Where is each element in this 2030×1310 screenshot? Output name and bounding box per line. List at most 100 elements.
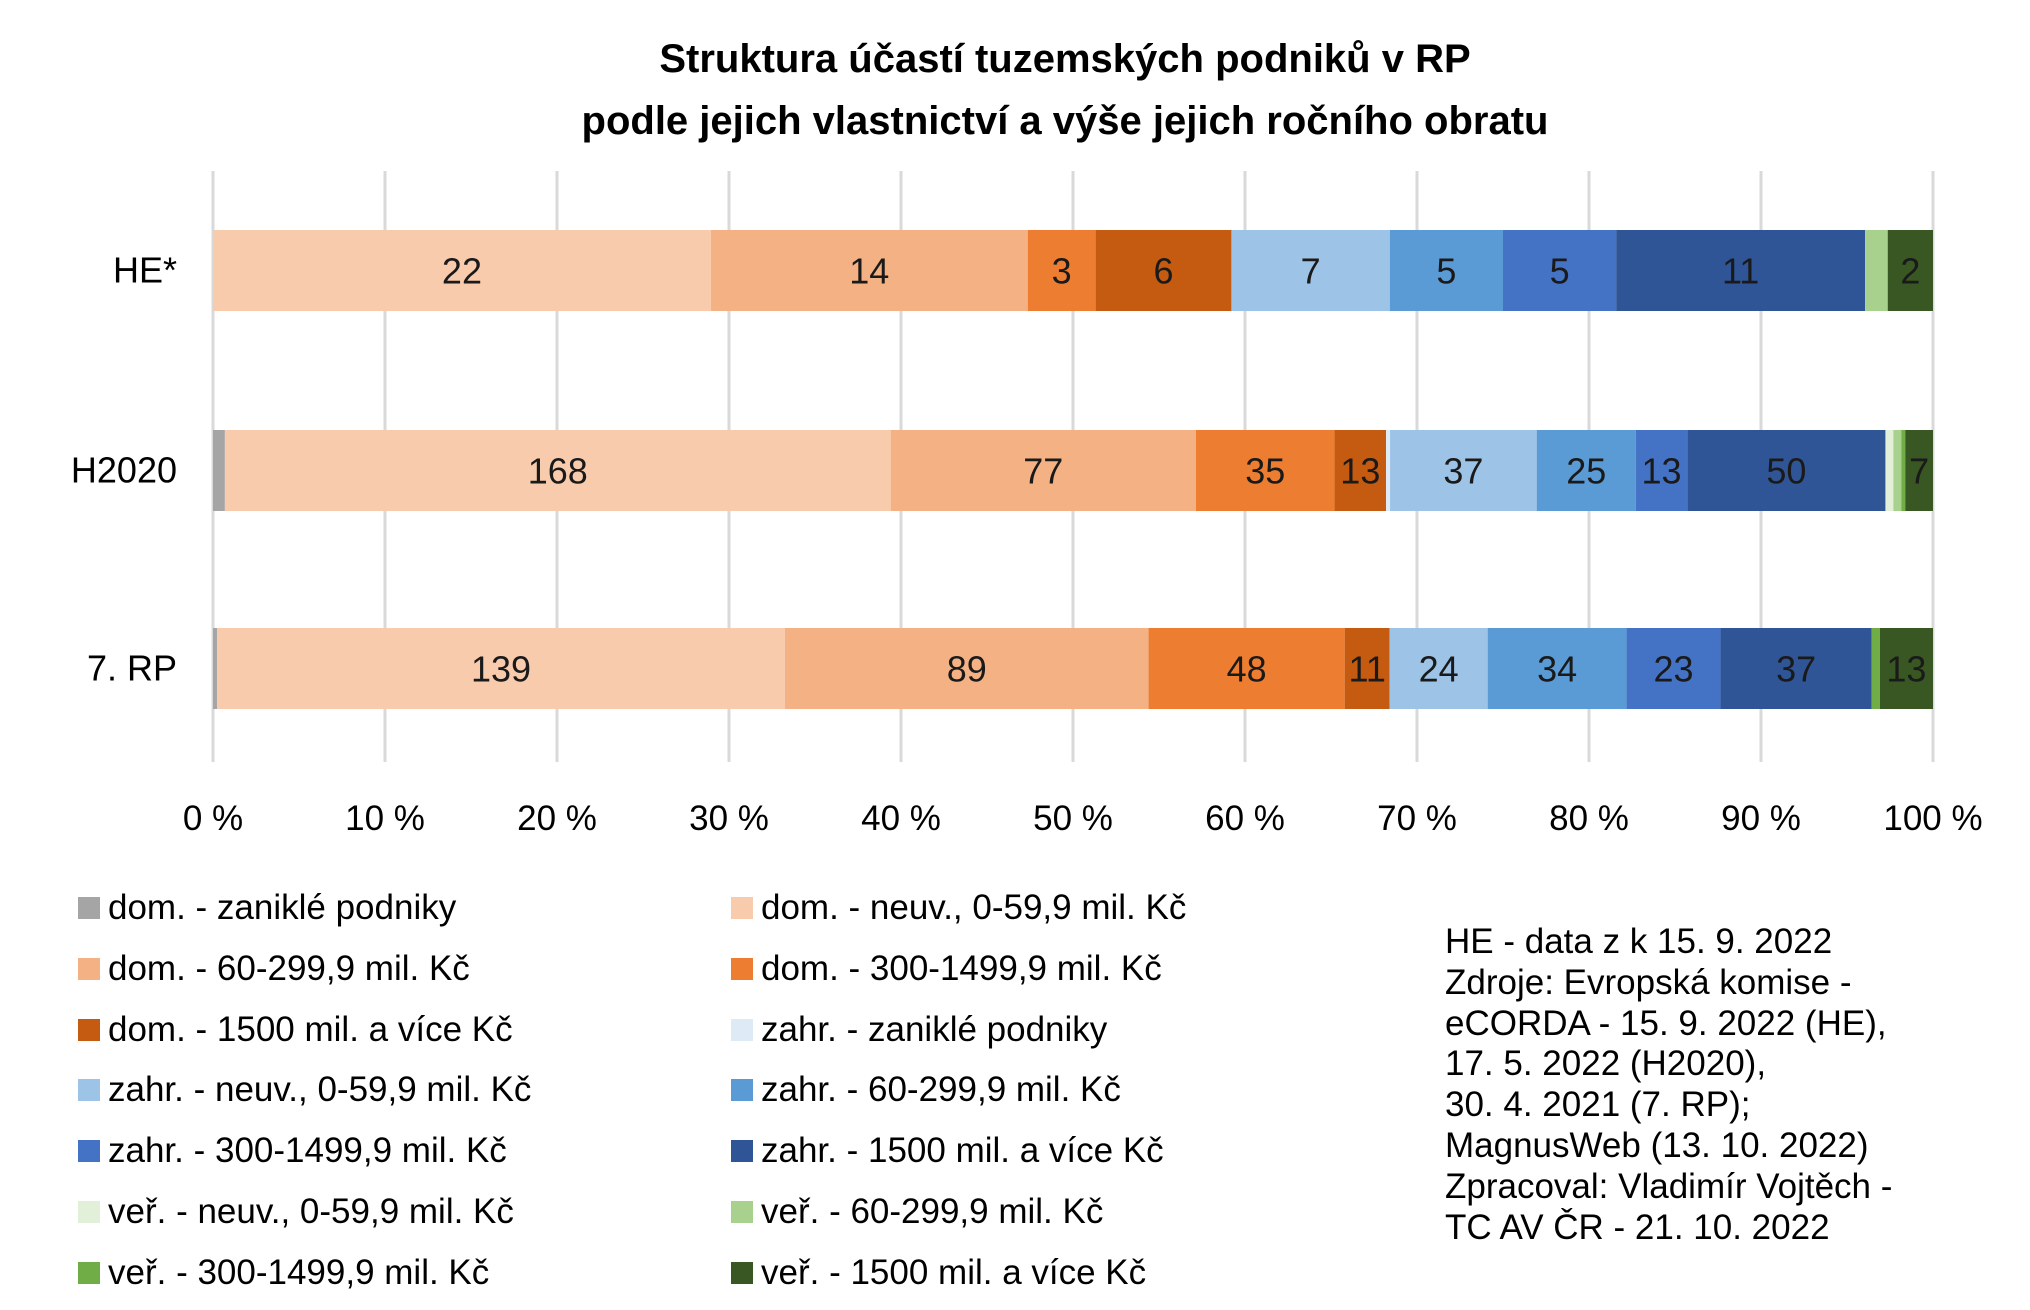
legend-swatch bbox=[78, 1018, 100, 1041]
bar-segment bbox=[1195, 430, 1335, 511]
legend-label: zahr. - neuv., 0-59,9 mil. Kč bbox=[108, 1070, 532, 1110]
note-line: 30. 4. 2021 (7. RP); bbox=[1445, 1085, 1751, 1125]
legend-swatch bbox=[78, 957, 100, 980]
bar-segment bbox=[1389, 230, 1503, 311]
legend-label: dom. - neuv., 0-59,9 mil. Kč bbox=[761, 888, 1187, 927]
data-label: 11 bbox=[1722, 251, 1759, 292]
note-line: Zpracoval: Vladimír Vojtěch - bbox=[1445, 1166, 1893, 1206]
data-label: 5 bbox=[1436, 251, 1456, 292]
bar-segment bbox=[1871, 628, 1880, 709]
bar-segment bbox=[1635, 430, 1688, 511]
bar-segment bbox=[1027, 230, 1096, 311]
x-tick-label: 10 % bbox=[345, 799, 425, 838]
data-label: 13 bbox=[1340, 451, 1380, 492]
data-label: 6 bbox=[1154, 251, 1174, 292]
bar-segment bbox=[1616, 230, 1866, 311]
category-label: 7. RP bbox=[87, 648, 177, 689]
legend-item: zahr. - neuv., 0-59,9 mil. Kč bbox=[78, 1070, 531, 1110]
legend-item: dom. - neuv., 0-59,9 mil. Kč bbox=[731, 888, 1186, 928]
data-label: 77 bbox=[1023, 451, 1063, 492]
chart-title-line-1: Struktura účastí tuzemských podniků v RP bbox=[659, 37, 1471, 81]
legend-label: zahr. - 300-1499,9 mil. Kč bbox=[108, 1131, 507, 1171]
note-line: TC AV ČR - 21. 10. 2022 bbox=[1445, 1207, 1830, 1247]
legend-item: veř. - neuv., 0-59,9 mil. Kč bbox=[78, 1192, 514, 1232]
bar-segment bbox=[1905, 430, 1933, 511]
legend-label: zahr. - 1500 mil. a více Kč bbox=[761, 1131, 1164, 1171]
bar-segment bbox=[1879, 628, 1933, 709]
data-label: 50 bbox=[1766, 451, 1806, 492]
chart-title-line-2: podle jejich vlastnictví a výše jejich r… bbox=[581, 99, 1549, 143]
data-label: 3 bbox=[1052, 251, 1072, 292]
bar-segment bbox=[213, 230, 711, 311]
x-tick-label: 90 % bbox=[1721, 799, 1801, 838]
data-label: 14 bbox=[849, 251, 889, 292]
bar-segment bbox=[1885, 430, 1894, 511]
bar-segment bbox=[217, 628, 785, 709]
data-label: 13 bbox=[1886, 649, 1926, 690]
bar-segment bbox=[710, 230, 1028, 311]
chart-title: Struktura účastí tuzemských podniků v RP… bbox=[0, 28, 2030, 152]
legend-label: dom. - 1500 mil. a více Kč bbox=[108, 1009, 513, 1049]
data-label: 168 bbox=[528, 451, 588, 492]
bar-segment bbox=[1687, 430, 1886, 511]
x-tick-label: 80 % bbox=[1549, 799, 1629, 838]
legend-label: zahr. - zaniklé podniky bbox=[761, 1009, 1108, 1049]
source-notes: HE - data z k 15. 9. 2022 Zdroje: Evrops… bbox=[1445, 922, 1892, 1248]
data-label: 13 bbox=[1642, 451, 1682, 492]
legend-item: dom. - 300-1499,9 mil. Kč bbox=[731, 949, 1162, 989]
legend-item: dom. - 1500 mil. a více Kč bbox=[78, 1010, 513, 1050]
legend-item: zahr. - 1500 mil. a více Kč bbox=[731, 1131, 1164, 1171]
data-label: 7 bbox=[1301, 251, 1321, 292]
bar-segment bbox=[1334, 430, 1387, 511]
data-label: 7 bbox=[1909, 451, 1929, 492]
bar-segment bbox=[1386, 430, 1391, 511]
data-label: 23 bbox=[1654, 649, 1694, 690]
legend-swatch bbox=[731, 1079, 753, 1102]
legend-label: dom. - zaniklé podniky bbox=[108, 888, 457, 927]
note-line: HE - data z k 15. 9. 2022 bbox=[1445, 922, 1833, 961]
legend-item: dom. - zaniklé podniky bbox=[78, 888, 456, 928]
category-label: H2020 bbox=[71, 450, 177, 491]
bar-segment bbox=[1536, 430, 1636, 511]
x-tick-label: 70 % bbox=[1377, 799, 1457, 838]
bar-segment bbox=[1487, 628, 1627, 709]
legend-item: zahr. - 300-1499,9 mil. Kč bbox=[78, 1131, 507, 1171]
legend-swatch bbox=[78, 1201, 100, 1223]
bar-segment bbox=[1887, 230, 1933, 311]
bar-segment bbox=[890, 430, 1196, 511]
note-line: 17. 5. 2022 (H2020), bbox=[1445, 1044, 1767, 1084]
legend-swatch bbox=[78, 1140, 100, 1163]
data-label: 11 bbox=[1348, 649, 1385, 690]
legend-swatch bbox=[78, 1261, 100, 1284]
data-label: 89 bbox=[947, 649, 987, 690]
data-label: 37 bbox=[1776, 649, 1816, 690]
x-tick-label: 50 % bbox=[1033, 799, 1113, 838]
bar-segment bbox=[1901, 430, 1906, 511]
legend-label: zahr. - 60-299,9 mil. Kč bbox=[761, 1070, 1121, 1110]
data-label: 5 bbox=[1550, 251, 1570, 292]
x-tick-label: 40 % bbox=[861, 799, 941, 838]
legend-item: dom. - 60-299,9 mil. Kč bbox=[78, 949, 470, 989]
bar-segment bbox=[1720, 628, 1872, 709]
legend-swatch bbox=[78, 897, 100, 919]
category-label: HE* bbox=[113, 250, 177, 291]
legend-label: veř. - 300-1499,9 mil. Kč bbox=[108, 1252, 490, 1292]
legend-swatch bbox=[731, 957, 753, 980]
bar-segment bbox=[1503, 230, 1617, 311]
legend-item: veř. - 1500 mil. a více Kč bbox=[731, 1253, 1146, 1293]
stacked-bar-chart: 0 % 10 % 20 % 30 % 40 % 50 % 60 % 70 % 80 % 90 % 1… bbox=[71, 171, 1983, 838]
note-line: Zdroje: Evropská komise - bbox=[1445, 962, 1852, 1002]
legend-label: dom. - 300-1499,9 mil. Kč bbox=[761, 948, 1162, 988]
note-line: MagnusWeb (13. 10. 2022) bbox=[1445, 1125, 1869, 1165]
data-label: 34 bbox=[1537, 649, 1577, 690]
data-label: 24 bbox=[1419, 649, 1459, 690]
legend-swatch bbox=[731, 1140, 753, 1163]
legend-label: veř. - neuv., 0-59,9 mil. Kč bbox=[108, 1192, 514, 1231]
bar-segment bbox=[1390, 430, 1537, 511]
legend-item: veř. - 60-299,9 mil. Kč bbox=[731, 1192, 1103, 1232]
bar-segment bbox=[1344, 628, 1390, 709]
data-label: 2 bbox=[1900, 251, 1920, 292]
x-tick-label: 30 % bbox=[689, 799, 769, 838]
x-tick-label: 20 % bbox=[517, 799, 597, 838]
legend-label: dom. - 60-299,9 mil. Kč bbox=[108, 948, 470, 988]
